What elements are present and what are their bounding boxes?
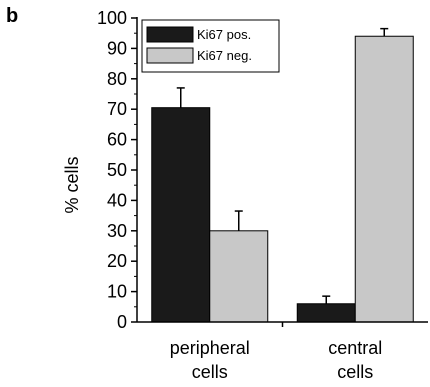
y-tick-label: 0 [117,312,127,332]
y-axis: 0 10 20 30 40 50 60 70 80 90 100 [97,8,138,332]
x-category-label: central cells [328,338,382,382]
bar-ki67-neg [354,35,414,323]
x-category-label: peripheral cells [170,338,250,382]
x-axis: peripheral cells central cells [137,321,428,382]
x-category-label-line: cells [192,362,228,382]
bar-ki67-pos [151,107,211,323]
y-tick-label: 90 [107,38,127,58]
legend: Ki67 pos. Ki67 neg. [141,19,280,73]
y-tick-label: 20 [107,251,127,271]
y-tick-label: 80 [107,69,127,89]
legend-label: Ki67 pos. [197,27,251,42]
y-tick-label: 40 [107,190,127,210]
x-category-label-line: peripheral [170,338,250,358]
y-tick-label: 70 [107,99,127,119]
y-tick-label: 30 [107,221,127,241]
bar-ki67-pos [296,303,356,323]
panel-letter: b [6,5,18,27]
x-category-label-line: cells [337,362,373,382]
y-tick-label: 60 [107,130,127,150]
y-tick-label: 10 [107,282,127,302]
x-category-label-line: central [328,338,382,358]
legend-swatch [146,26,194,43]
y-tick-label: 50 [107,160,127,180]
legend-label: Ki67 neg. [197,48,252,63]
bar-ki67-neg [209,230,269,323]
legend-swatch [146,47,194,64]
bars [151,27,414,323]
y-tick-label: 100 [97,8,127,28]
y-axis-title: % cells [62,156,82,213]
